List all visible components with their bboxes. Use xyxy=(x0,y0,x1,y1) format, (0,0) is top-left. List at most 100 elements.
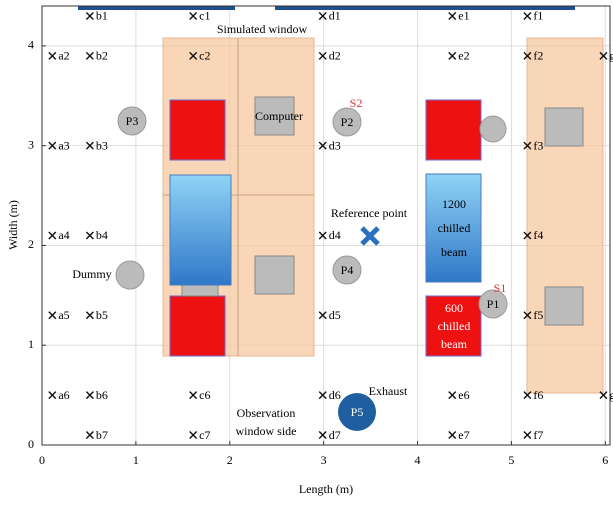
y-tick-label: 0 xyxy=(28,437,34,451)
measurement-point xyxy=(48,391,57,400)
measurement-point xyxy=(318,431,327,440)
y-tick-label: 3 xyxy=(28,137,34,151)
x-tick-label: 1 xyxy=(133,453,139,467)
annotation: Reference point xyxy=(331,206,408,220)
point-label: g6 xyxy=(609,388,613,402)
annotation: S1 xyxy=(494,281,507,295)
measurement-point xyxy=(48,231,57,240)
person xyxy=(332,255,362,285)
grid: 0 1 2 3 4 5 6 0 1 2 3 4 xyxy=(28,6,610,467)
exhaust xyxy=(338,393,376,431)
point-label: f1 xyxy=(533,9,543,23)
x-axis-title: Length (m) xyxy=(299,482,353,496)
point-label: c1 xyxy=(199,9,210,23)
point-label: d1 xyxy=(329,9,341,23)
point-label: f5 xyxy=(533,308,543,322)
point-label: e2 xyxy=(458,49,469,63)
box xyxy=(544,107,584,147)
measurement-point xyxy=(523,431,532,440)
y-tick-label: 2 xyxy=(28,237,34,251)
y-tick-label: 4 xyxy=(28,38,34,52)
point-label: g2 xyxy=(609,49,613,63)
point-label: b3 xyxy=(96,138,108,152)
measurement-point xyxy=(448,431,457,440)
annotation: P2 xyxy=(341,115,354,129)
measurement-point xyxy=(85,141,94,150)
point-label: d6 xyxy=(329,388,341,402)
point-label: a5 xyxy=(58,308,69,322)
point-label: e6 xyxy=(458,388,469,402)
annotation: Computer xyxy=(255,109,303,123)
measurement-point xyxy=(85,11,94,20)
measurement-point xyxy=(85,231,94,240)
measurement-point xyxy=(189,431,198,440)
heat-source xyxy=(169,295,226,357)
measurement-point xyxy=(189,11,198,20)
person xyxy=(117,106,147,136)
x-tick-label: 2 xyxy=(227,453,233,467)
annotation: window side xyxy=(236,424,297,438)
measurement-point xyxy=(85,51,94,60)
point-label: b4 xyxy=(96,228,108,242)
layout xyxy=(41,5,611,446)
plot-frame xyxy=(41,5,611,446)
reference-point xyxy=(360,226,380,246)
person xyxy=(479,115,507,143)
annotation: P1 xyxy=(487,297,500,311)
measurement-point xyxy=(85,391,94,400)
measurement-point xyxy=(85,311,94,320)
point-label: f3 xyxy=(533,138,543,152)
x-tick-label: 5 xyxy=(508,453,514,467)
annotations: Simulated window Computer S2 S1 P3 P2 P4… xyxy=(6,22,507,496)
window-area xyxy=(526,37,604,394)
measurement-point xyxy=(448,391,457,400)
measurement-point xyxy=(48,51,57,60)
point-label: f7 xyxy=(533,428,543,442)
point-label: a6 xyxy=(58,388,69,402)
annotation: Dummy xyxy=(72,267,111,281)
annotation: P4 xyxy=(341,263,354,277)
person xyxy=(478,289,508,319)
box xyxy=(254,255,295,295)
measurement-point xyxy=(523,11,532,20)
annotation: 1200 xyxy=(442,197,466,211)
annotation: P5 xyxy=(351,405,364,419)
y-axis-title: Width (m) xyxy=(6,200,20,250)
box xyxy=(544,286,584,326)
point-label: e1 xyxy=(458,9,469,23)
heat-source xyxy=(425,99,482,161)
point-label: b1 xyxy=(96,9,108,23)
measurement-point xyxy=(523,51,532,60)
measurement-point xyxy=(189,51,198,60)
point-label: b7 xyxy=(96,428,108,442)
dummy xyxy=(115,260,145,290)
box xyxy=(181,283,219,297)
point-label: d7 xyxy=(329,428,341,442)
annotation: Exhaust xyxy=(369,384,408,398)
annotation: 600 xyxy=(445,301,463,315)
chilled-beam xyxy=(169,174,232,286)
point-label: c2 xyxy=(199,49,210,63)
y-tick-label: 1 xyxy=(28,337,34,351)
measurement-point xyxy=(318,11,327,20)
measurement-point xyxy=(523,231,532,240)
point-label: b6 xyxy=(96,388,108,402)
measurement-point xyxy=(318,231,327,240)
measurement-point xyxy=(448,11,457,20)
point-label: f6 xyxy=(533,388,543,402)
x-tick-label: 0 xyxy=(39,453,45,467)
point-label: a4 xyxy=(58,228,69,242)
point-label: a3 xyxy=(58,138,69,152)
point-label: f2 xyxy=(533,49,543,63)
point-label: c6 xyxy=(199,388,210,402)
measurement-point xyxy=(48,141,57,150)
annotation: beam xyxy=(441,337,468,351)
annotation: P3 xyxy=(126,114,139,128)
measurement-point xyxy=(599,51,608,60)
point-label: d3 xyxy=(329,138,341,152)
x-tick-label: 3 xyxy=(321,453,327,467)
point-label: a2 xyxy=(58,49,69,63)
heat-source xyxy=(169,99,226,161)
